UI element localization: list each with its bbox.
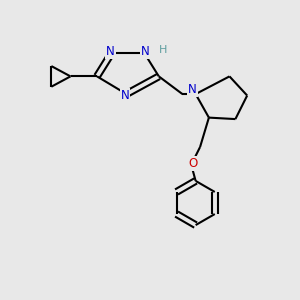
Text: N: N xyxy=(141,45,150,58)
Text: N: N xyxy=(188,83,197,96)
Text: N: N xyxy=(106,45,115,58)
Text: N: N xyxy=(121,89,129,102)
Text: H: H xyxy=(159,45,167,55)
Text: O: O xyxy=(188,157,197,170)
